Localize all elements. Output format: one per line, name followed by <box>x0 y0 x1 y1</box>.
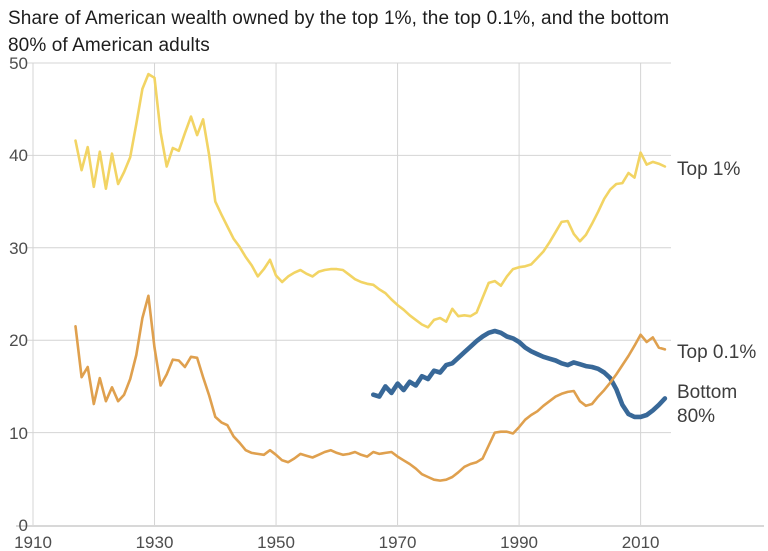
series-label-bottom-80-percent: Bottom 80% <box>677 382 738 427</box>
y-tick-label-0: 0 <box>18 516 28 535</box>
y-tick-label-10: 10 <box>9 423 28 443</box>
line-bottom80 <box>370 328 668 420</box>
y-tick-label-40: 40 <box>9 146 28 166</box>
series-label-top-0-1-percent: Top 0.1% <box>677 342 757 363</box>
y-tick-label-50: 50 <box>9 54 28 73</box>
x-tick-label-1950: 1950 <box>257 533 295 551</box>
x-tick-label-1990: 1990 <box>500 533 538 551</box>
x-tick-label-1910: 1910 <box>14 533 52 551</box>
series-label-top-1-percent: Top 1% <box>677 159 741 180</box>
chart-title-line1: Share of American wealth owned by the to… <box>8 8 670 29</box>
x-tick-label-1930: 1930 <box>135 533 174 551</box>
chart-title-line2: 80% of American adults <box>8 35 210 56</box>
y-tick-label-30: 30 <box>9 238 28 258</box>
chart-title: Share of American wealth owned by the to… <box>8 5 762 59</box>
y-tick-label-20: 20 <box>9 331 28 351</box>
x-tick-label-2010: 2010 <box>621 533 660 551</box>
line-top01 <box>74 294 667 482</box>
line-top1 <box>74 72 667 329</box>
x-tick-label-1970: 1970 <box>378 533 417 551</box>
